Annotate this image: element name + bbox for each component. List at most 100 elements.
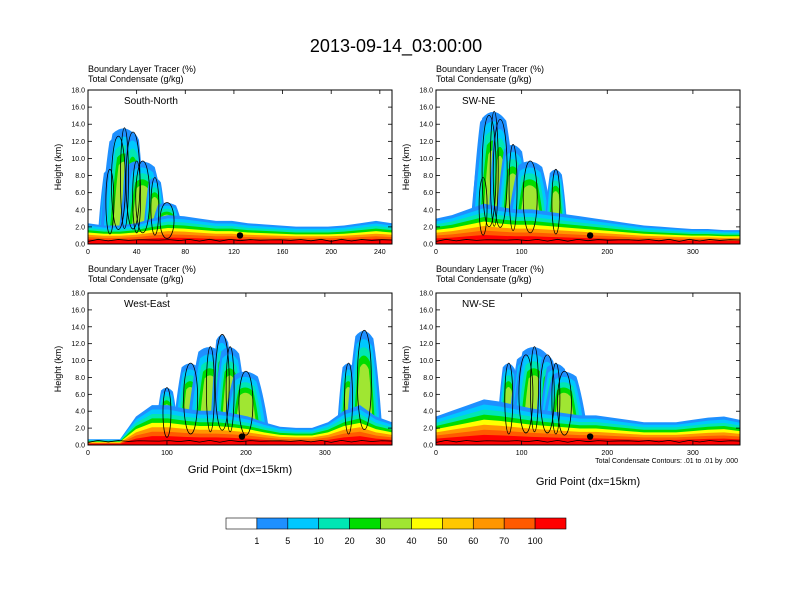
condensate-contour — [557, 370, 572, 436]
condensate-contour — [162, 387, 172, 438]
boundary-layer-band — [436, 235, 740, 244]
panel-name: SW-NE — [462, 96, 495, 107]
colorbar-swatch — [287, 517, 320, 530]
x-tick-label: 300 — [687, 450, 699, 457]
panel-header-line2: Total Condensate (g/kg) — [88, 74, 184, 84]
x-tick-label: 0 — [86, 249, 90, 256]
panel-west-east: Boundary Layer Tracer (%) Total Condensa… — [53, 264, 393, 476]
condensate-contour — [504, 362, 514, 435]
terrain-line — [88, 238, 392, 242]
terrain-line — [436, 238, 740, 242]
condensate-contour — [356, 329, 372, 431]
y-tick-label: 6.0 — [75, 392, 85, 399]
colorbar-label: 70 — [499, 536, 509, 546]
plot-frame — [87, 292, 393, 446]
condensate-contour — [214, 334, 230, 431]
tracer-field — [88, 329, 392, 445]
location-marker — [236, 232, 244, 239]
condensate-contour — [551, 362, 561, 435]
y-tick-label: 10.0 — [71, 358, 85, 365]
condensate-contour — [150, 177, 160, 236]
terrain-line — [436, 439, 740, 443]
y-tick-label: 2.0 — [75, 224, 85, 231]
x-tick-label: 200 — [240, 450, 252, 457]
y-tick-label: 8.0 — [423, 173, 433, 180]
condensate-contour — [481, 114, 497, 228]
panel-name: NW-SE — [462, 299, 495, 310]
condensate-contour — [518, 354, 534, 434]
colorbar-label: 1 — [254, 536, 259, 546]
condensate-contour — [120, 127, 129, 229]
y-tick-label: 10.0 — [71, 156, 85, 163]
plot-frame — [87, 89, 393, 245]
panel-name: West-East — [124, 299, 170, 310]
colorbar-swatch — [442, 517, 474, 530]
y-tick-label: 16.0 — [71, 307, 85, 314]
panel-header-line1: Boundary Layer Tracer (%) — [436, 64, 544, 74]
panel-header-line1: Boundary Layer Tracer (%) — [436, 264, 544, 274]
colorbar-swatch — [411, 517, 443, 530]
y-axis-label: Height (km) — [53, 144, 63, 191]
y-tick-label: 2.0 — [75, 426, 85, 433]
x-tick-label: 120 — [228, 249, 240, 256]
x-tick-label: 200 — [601, 249, 613, 256]
y-tick-label: 14.0 — [71, 122, 85, 129]
y-tick-label: 0.0 — [423, 242, 433, 249]
x-tick-label: 240 — [374, 249, 386, 256]
y-tick-label: 18.0 — [71, 88, 85, 95]
y-tick-label: 4.0 — [423, 207, 433, 214]
tracer-field — [436, 110, 740, 244]
y-axis-label: Height (km) — [401, 144, 411, 191]
condensate-contour — [478, 177, 488, 236]
colorbar-label: 100 — [528, 536, 543, 546]
condensate-contour — [105, 168, 115, 235]
plot-frame — [435, 89, 741, 245]
y-tick-label: 14.0 — [419, 324, 433, 331]
x-tick-label: 0 — [434, 249, 438, 256]
boundary-layer-band — [88, 436, 392, 445]
y-tick-label: 6.0 — [423, 392, 433, 399]
y-tick-label: 16.0 — [71, 105, 85, 112]
panel-name: South-North — [124, 96, 178, 107]
colorbar-label: 60 — [468, 536, 478, 546]
condensate-contour — [205, 346, 215, 433]
x-tick-label: 80 — [181, 249, 189, 256]
colorbar-swatch — [349, 517, 381, 530]
condensate-contour — [183, 362, 199, 435]
y-axis-label: Height (km) — [401, 346, 411, 393]
y-tick-label: 6.0 — [423, 190, 433, 197]
y-tick-label: 16.0 — [419, 307, 433, 314]
y-tick-label: 6.0 — [75, 190, 85, 197]
colorbar: 1 5 10 20 30 40 50 60 70 100 — [225, 517, 567, 546]
condensate-contour — [551, 168, 561, 235]
x-tick-label: 100 — [161, 450, 173, 457]
condensate-contour — [344, 362, 353, 435]
y-tick-label: 0.0 — [423, 443, 433, 450]
plot-area: South-North 0.0 2.0 4.0 6.0 8.0 10.0 12.0 14.0 16… — [53, 88, 393, 256]
x-tick-label: 200 — [325, 249, 337, 256]
y-tick-label: 4.0 — [423, 409, 433, 416]
condensate-contour — [135, 160, 151, 234]
x-tick-label: 100 — [516, 249, 528, 256]
plot-area: NW-SE 0.0 2.0 4.0 6.0 8.0 10.0 12.0 14.0 16.0 18.0… — [401, 291, 741, 488]
panel-header-line2: Total Condensate (g/kg) — [436, 74, 532, 84]
y-tick-label: 12.0 — [419, 139, 433, 146]
condensate-contour — [489, 110, 499, 227]
colorbar-swatch — [318, 517, 350, 530]
plot-area: SW-NE 0.0 2.0 4.0 6.0 8.0 10.0 12.0 14.0 16.0 18.0… — [401, 88, 741, 256]
colorbar-swatch — [472, 517, 505, 530]
figure-title: 2013-09-14_03:00:00 — [310, 36, 482, 57]
condensate-contour — [539, 354, 555, 434]
y-tick-label: 2.0 — [423, 224, 433, 231]
y-tick-label: 14.0 — [419, 122, 433, 129]
x-tick-label: 40 — [133, 249, 141, 256]
y-tick-label: 14.0 — [71, 324, 85, 331]
x-axis-label: Grid Point (dx=15km) — [536, 476, 640, 488]
y-tick-label: 10.0 — [419, 358, 433, 365]
y-tick-label: 2.0 — [423, 426, 433, 433]
y-tick-label: 4.0 — [75, 207, 85, 214]
y-tick-label: 16.0 — [419, 105, 433, 112]
condensate-contour — [492, 119, 508, 228]
panel-header-line1: Boundary Layer Tracer (%) — [88, 64, 196, 74]
